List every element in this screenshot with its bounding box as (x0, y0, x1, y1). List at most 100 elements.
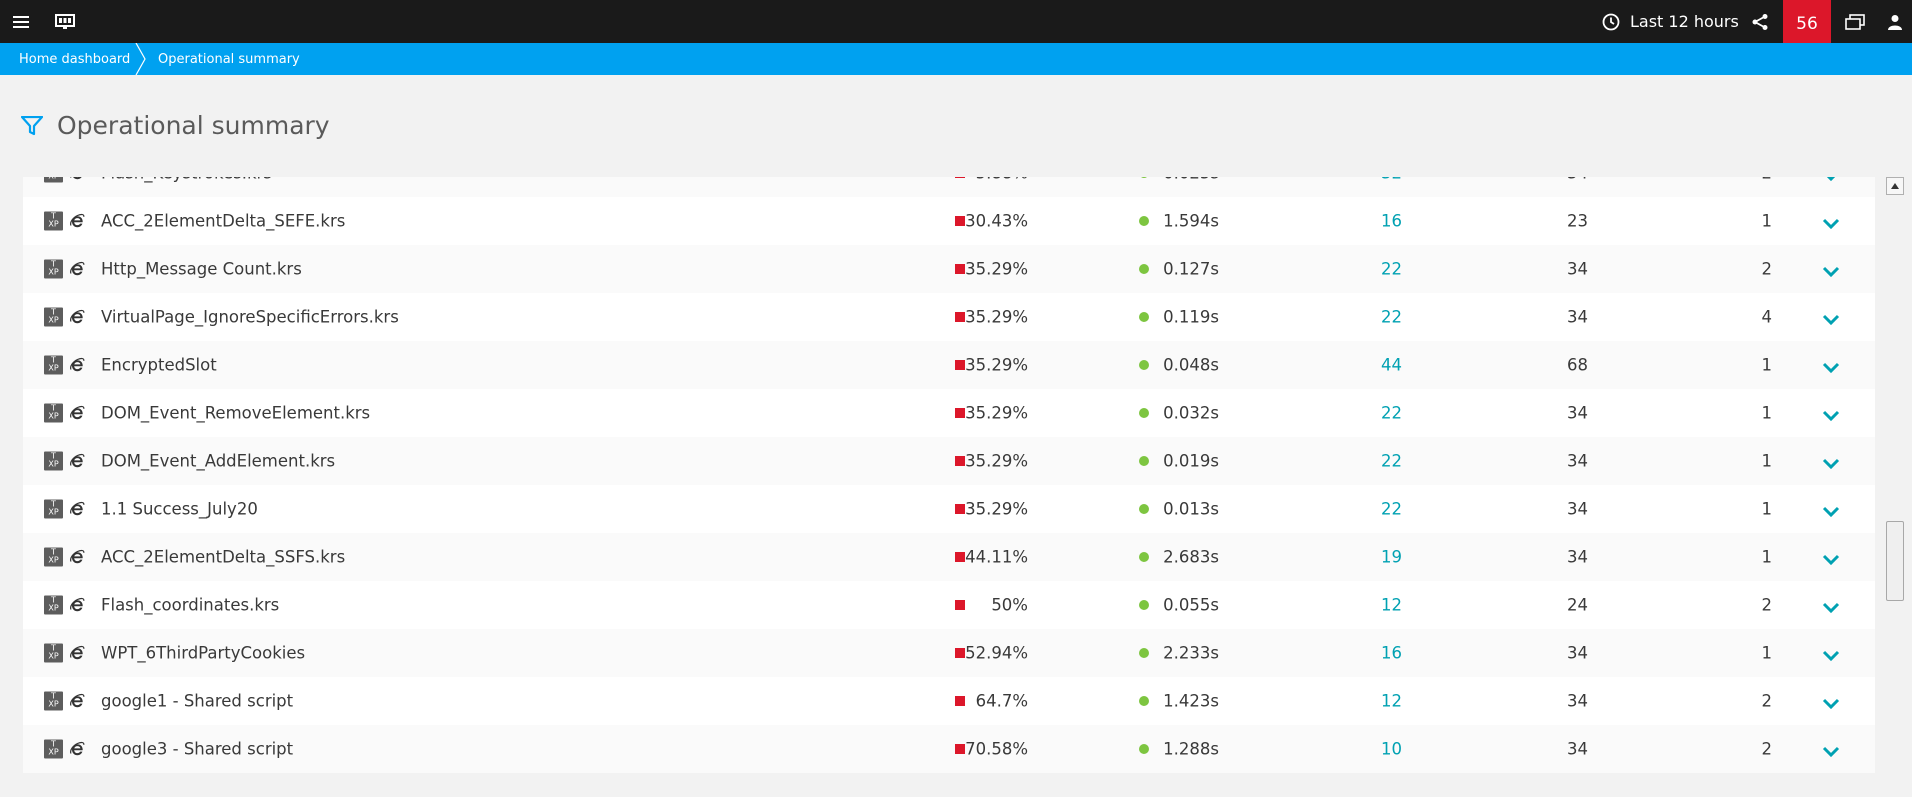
response-time: 2.233s (1163, 643, 1219, 663)
failure-rate: 5.88% (976, 177, 1028, 183)
scrollbar-thumb[interactable] (1886, 521, 1904, 601)
error-status-icon (955, 312, 965, 322)
error-status-icon (955, 504, 965, 514)
breadcrumb-home-dashboard[interactable]: Home dashboard (19, 51, 131, 67)
ok-status-icon (1139, 177, 1149, 178)
user-icon[interactable] (1880, 0, 1910, 43)
monitor-name: google1 - Shared script (101, 691, 294, 711)
expand-chevron-icon[interactable] (1822, 215, 1840, 230)
ok-status-icon (1139, 408, 1149, 418)
table-row[interactable]: T XP WPT_6ThirdPartyCookies 52.94% 2.233s 16 3… (23, 629, 1875, 677)
table-row[interactable]: T XP Flash_coordinates.krs 50% 0.055s 12 24 2 (23, 581, 1875, 629)
count-link[interactable]: 22 (1381, 451, 1402, 471)
share-icon[interactable] (1746, 0, 1774, 43)
failure-rate: 35.29% (965, 307, 1028, 327)
clock-icon (1602, 13, 1620, 30)
operational-summary-table: TXPFlash_Keystrokes.krs5.88%0.025s32342T… (0, 177, 1912, 797)
internet-explorer-icon (69, 741, 85, 757)
expand-chevron-icon[interactable] (1822, 311, 1840, 326)
failure-rate: 35.29% (965, 499, 1028, 519)
response-time: 0.048s (1163, 355, 1219, 375)
response-time: 0.013s (1163, 499, 1219, 519)
monitor-name: 1.1 Success_July20 (101, 499, 258, 519)
table-row[interactable]: TXP Flash_Keystrokes.krs 5.88% 0.025s 32 34 2 (23, 177, 1875, 197)
ok-status-icon (1139, 312, 1149, 322)
expand-chevron-icon[interactable] (1822, 551, 1840, 566)
hamburger-menu-icon[interactable] (6, 0, 36, 43)
response-time: 1.288s (1163, 739, 1219, 759)
expand-chevron-icon[interactable] (1822, 263, 1840, 278)
count-link[interactable]: 12 (1381, 595, 1402, 615)
count-link[interactable]: 22 (1381, 403, 1402, 423)
total-count: 23 (1567, 211, 1588, 231)
breadcrumb-operational-summary[interactable]: Operational summary (158, 51, 300, 67)
location-count: 4 (1761, 307, 1773, 327)
total-count: 34 (1567, 259, 1588, 279)
expand-chevron-icon[interactable] (1822, 695, 1840, 710)
count-link[interactable]: 16 (1381, 643, 1402, 663)
expand-chevron-icon[interactable] (1822, 743, 1840, 758)
monitor-name: EncryptedSlot (101, 355, 217, 375)
breadcrumb-separator-icon (135, 43, 146, 75)
table-row[interactable]: T XP EncryptedSlot 35.29% 0.048s 44 68 1 (23, 341, 1875, 389)
count-link[interactable]: 12 (1381, 691, 1402, 711)
expand-chevron-icon[interactable] (1822, 455, 1840, 470)
scroll-up-button[interactable] (1886, 177, 1904, 195)
timeframe-selector[interactable]: Last 12 hours (1602, 0, 1739, 43)
table-row[interactable]: T XP 1.1 Success_July20 35.29% 0.013s 22 34 1 (23, 485, 1875, 533)
internet-explorer-icon (69, 693, 85, 709)
monitor-name: google3 - Shared script (101, 739, 294, 759)
expand-chevron-icon[interactable] (1822, 503, 1840, 518)
table-row[interactable]: T XP google3 - Shared script 70.58% 1.288s 10… (23, 725, 1875, 773)
count-link[interactable]: 32 (1381, 177, 1402, 183)
location-count: 1 (1761, 547, 1773, 567)
total-count: 34 (1567, 739, 1588, 759)
table-row[interactable]: T XP VirtualPage_IgnoreSpecificErrors.krs 3… (23, 293, 1875, 341)
table-row[interactable]: T XP DOM_Event_RemoveElement.krs 35.29% 0.03… (23, 389, 1875, 437)
response-time: 1.423s (1163, 691, 1219, 711)
table-row[interactable]: T XP google1 - Shared script 64.7% 1.423s 12 3… (23, 677, 1875, 725)
response-time: 0.019s (1163, 451, 1219, 471)
filter-icon[interactable] (21, 116, 43, 136)
dashboard-icon[interactable] (50, 0, 80, 43)
expand-chevron-icon[interactable] (1822, 407, 1840, 422)
error-status-icon (955, 600, 965, 610)
table-row[interactable]: T XP ACC_2ElementDelta_SEFE.krs 30.43% 1.594… (23, 197, 1875, 245)
count-link[interactable]: 10 (1381, 739, 1402, 759)
problems-badge[interactable]: 56 (1783, 0, 1831, 43)
location-count: 1 (1761, 451, 1773, 471)
expand-chevron-icon[interactable] (1822, 599, 1840, 614)
expand-chevron-icon[interactable] (1822, 647, 1840, 662)
total-count: 34 (1567, 451, 1588, 471)
failure-rate: 35.29% (965, 259, 1028, 279)
failure-rate: 35.29% (965, 355, 1028, 375)
table-row[interactable]: T XP ACC_2ElementDelta_SSFS.krs 44.11% 2.683… (23, 533, 1875, 581)
ok-status-icon (1139, 264, 1149, 274)
count-link[interactable]: 19 (1381, 547, 1402, 567)
table-row[interactable]: T XP Http_Message Count.krs 35.29% 0.127s 22 3… (23, 245, 1875, 293)
total-count: 34 (1567, 307, 1588, 327)
count-link[interactable]: 16 (1381, 211, 1402, 231)
expand-chevron-icon[interactable] (1822, 359, 1840, 374)
monitor-name: VirtualPage_IgnoreSpecificErrors.krs (101, 307, 399, 327)
expand-chevron-icon[interactable] (1822, 177, 1840, 182)
count-link[interactable]: 22 (1381, 259, 1402, 279)
internet-explorer-icon (69, 405, 85, 421)
internet-explorer-icon (69, 261, 85, 277)
count-link[interactable]: 44 (1381, 355, 1402, 375)
vertical-scrollbar[interactable] (1884, 177, 1906, 797)
internet-explorer-icon (69, 549, 85, 565)
total-count: 34 (1567, 499, 1588, 519)
table-row[interactable]: T XP DOM_Event_AddElement.krs 35.29% 0.019s 2… (23, 437, 1875, 485)
count-link[interactable]: 22 (1381, 499, 1402, 519)
error-status-icon (955, 177, 965, 178)
windows-icon[interactable] (1840, 0, 1870, 43)
response-time: 0.032s (1163, 403, 1219, 423)
error-status-icon (955, 552, 965, 562)
ok-status-icon (1139, 552, 1149, 562)
count-link[interactable]: 22 (1381, 307, 1402, 327)
